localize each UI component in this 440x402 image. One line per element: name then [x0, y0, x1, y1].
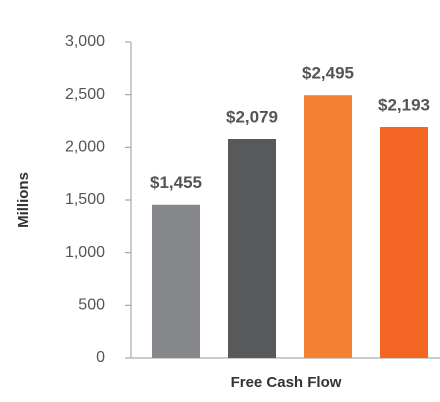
value-label: $2,495 [302, 64, 354, 83]
y-tick-label: 500 [78, 297, 105, 314]
bar [380, 127, 428, 358]
y-tick-label: 2,500 [65, 86, 105, 103]
value-label: $1,455 [150, 173, 202, 192]
y-axis-label: Millions [15, 172, 32, 228]
y-tick-label: 0 [96, 349, 105, 366]
y-tick-label: 1,000 [65, 244, 105, 261]
bar [152, 204, 200, 358]
value-label: $2,193 [378, 95, 430, 114]
bar [304, 95, 352, 359]
y-tick-label: 3,000 [65, 33, 105, 50]
bar [228, 139, 276, 358]
y-tick-label: 2,000 [65, 139, 105, 156]
y-tick-label: 1,500 [65, 191, 105, 208]
value-label: $2,079 [226, 107, 278, 126]
x-axis-label: Free Cash Flow [231, 374, 342, 391]
